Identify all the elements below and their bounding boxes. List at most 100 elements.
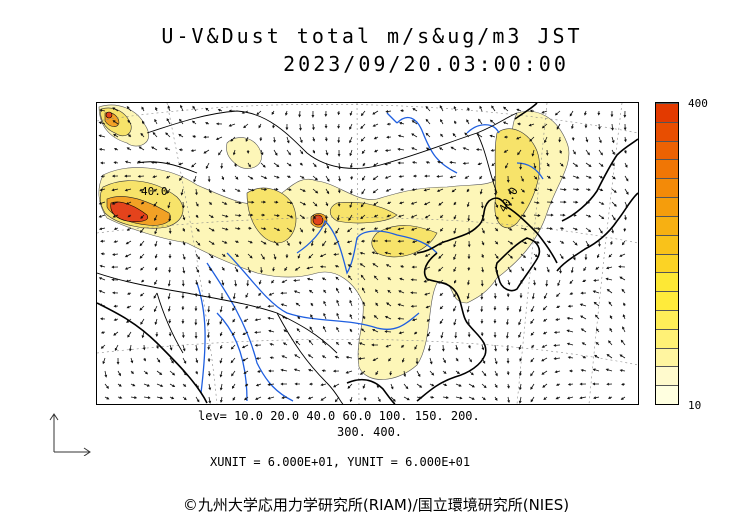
wind-arrow — [479, 188, 483, 195]
wind-arrow — [455, 370, 460, 374]
wind-arrow — [584, 110, 587, 116]
wind-arrow — [425, 161, 431, 164]
wind-arrow — [102, 357, 106, 365]
wind-arrow — [179, 118, 184, 125]
wind-arrow — [323, 300, 327, 307]
wind-arrow — [372, 263, 379, 268]
wind-arrow — [98, 201, 106, 205]
wind-arrow — [598, 188, 604, 192]
wind-arrow — [559, 227, 565, 230]
wind-arrow — [466, 119, 470, 125]
wind-arrow — [362, 162, 366, 167]
wind-arrow — [398, 175, 405, 178]
wind-arrow — [371, 343, 379, 347]
wind-arrow — [130, 357, 134, 364]
wind-arrow — [442, 370, 447, 374]
wind-arrow — [467, 331, 471, 338]
wind-arrow — [559, 213, 566, 217]
wind-arrow — [518, 396, 522, 404]
wind-arrow — [559, 253, 564, 260]
wind-arrow — [611, 175, 616, 180]
wind-arrow — [424, 253, 431, 257]
wind-arrow — [182, 266, 186, 274]
wind-arrow — [503, 149, 509, 153]
wind-arrow — [269, 343, 275, 346]
wind-arrow — [168, 266, 172, 273]
wind-arrow — [125, 279, 132, 283]
wind-arrow — [449, 161, 457, 164]
wind-arrow — [387, 289, 392, 294]
wind-arrow — [519, 293, 523, 299]
wind-arrow — [389, 370, 393, 376]
wind-arrow — [243, 318, 249, 322]
wind-arrow — [585, 188, 591, 191]
wind-arrow — [312, 214, 316, 220]
wind-arrow — [154, 253, 158, 259]
wind-arrow — [113, 331, 119, 336]
wind-arrow — [156, 396, 164, 400]
wind-arrow — [360, 328, 366, 333]
wind-arrow — [333, 240, 340, 245]
wind-arrow — [139, 292, 145, 297]
wind-arrow — [559, 162, 564, 167]
wind-arrow — [255, 356, 262, 360]
wind-arrow — [466, 292, 470, 300]
wind-arrow — [556, 305, 561, 308]
wind-arrow — [595, 341, 600, 346]
wind-arrow — [580, 315, 587, 320]
wind-arrow — [503, 135, 509, 139]
wind-arrow — [286, 149, 291, 156]
wind-arrow — [397, 227, 405, 231]
wind-arrow — [533, 201, 540, 204]
wind-arrow — [244, 383, 249, 387]
wind-arrow — [475, 148, 483, 152]
wind-arrow — [325, 162, 330, 170]
wind-arrow — [98, 148, 106, 151]
wind-arrow — [385, 188, 392, 192]
wind-arrow — [481, 357, 486, 364]
wind-arrow — [140, 201, 145, 205]
wind-arrow — [299, 175, 305, 179]
wind-arrow — [182, 227, 185, 232]
wind-arrow — [337, 110, 341, 116]
wind-arrow — [280, 291, 288, 295]
wind-arrow — [336, 312, 340, 320]
wind-arrow — [299, 136, 303, 144]
wind-arrow — [269, 356, 275, 360]
wind-arrow — [468, 370, 474, 376]
wind-arrow — [349, 123, 353, 130]
wind-arrow — [207, 344, 211, 351]
wind-arrow — [411, 133, 418, 138]
wind-arrow — [260, 266, 263, 274]
wind-arrow — [376, 384, 380, 389]
wind-arrow — [593, 278, 600, 282]
rivers — [196, 112, 544, 402]
wind-arrow — [140, 318, 145, 325]
wind-arrow — [439, 147, 444, 151]
wind-arrow — [620, 396, 626, 400]
wind-arrow — [372, 357, 379, 361]
wind-arrow — [112, 120, 119, 125]
wind-arrow — [258, 292, 262, 296]
wind-arrow — [397, 134, 405, 138]
colorbar-segment — [656, 103, 678, 122]
wind-arrow — [362, 383, 366, 389]
wind-arrow — [606, 354, 613, 359]
wind-arrow — [312, 188, 319, 194]
wind-arrow — [260, 200, 267, 204]
wind-arrow — [247, 188, 255, 192]
wind-arrow — [529, 136, 535, 142]
wind-arrow — [621, 288, 626, 294]
wind-arrow — [207, 175, 211, 183]
wind-arrow — [517, 122, 522, 126]
wind-arrow — [618, 265, 626, 269]
wind-arrow — [208, 279, 211, 284]
wind-arrow — [455, 383, 462, 387]
wind-arrow — [506, 175, 510, 183]
wind-arrow — [260, 162, 266, 168]
wind-arrow — [312, 136, 316, 142]
colorbar-segment — [656, 215, 678, 235]
wind-arrow — [116, 357, 120, 365]
wind-arrow — [347, 342, 353, 346]
wind-arrow — [518, 344, 522, 350]
